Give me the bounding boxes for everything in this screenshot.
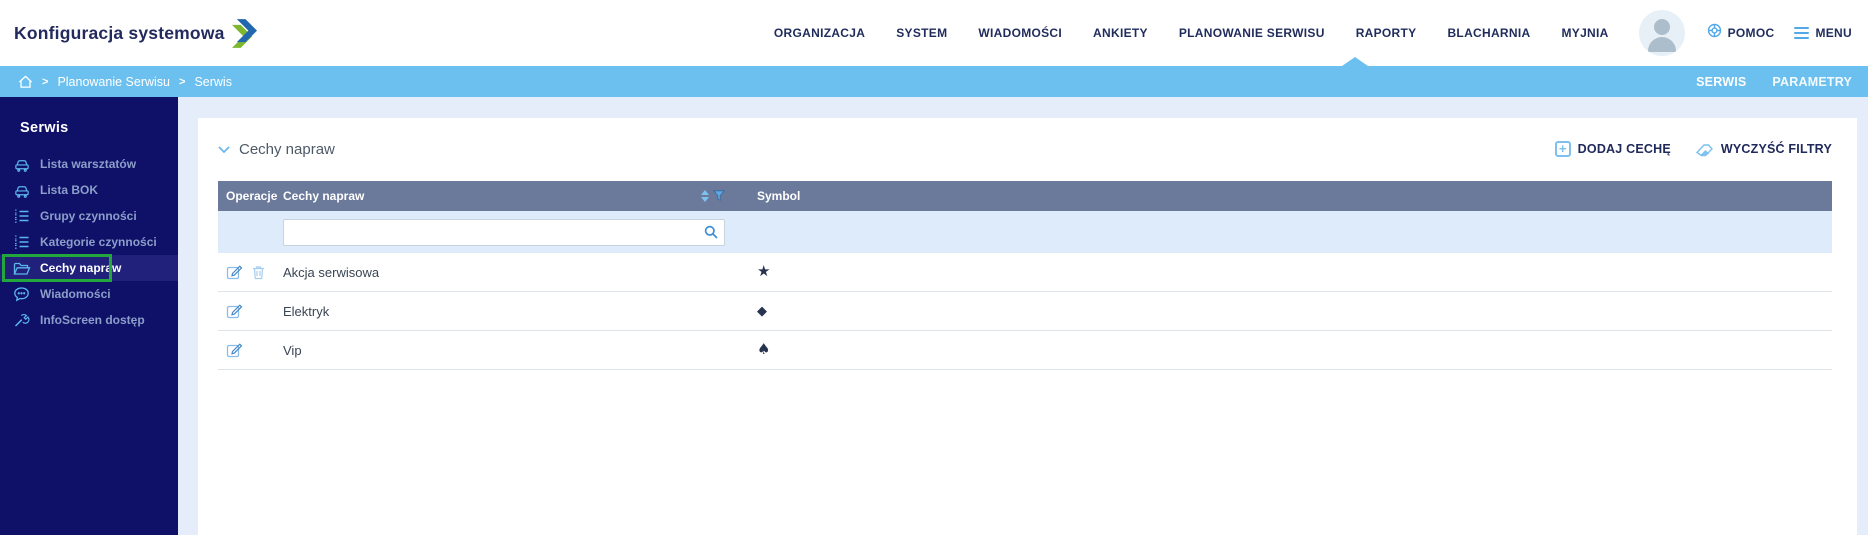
app-header: Konfiguracja systemowa ORGANIZACJA SYSTE… (0, 0, 1868, 66)
sidebar-title: Serwis (20, 120, 69, 136)
clear-filters-button[interactable]: WYCZYŚĆ FILTRY (1695, 142, 1832, 157)
nav-item-planowanie-serwisu[interactable]: PLANOWANIE SERWISU (1178, 26, 1325, 40)
add-feature-button[interactable]: + DODAJ CECHĘ (1554, 141, 1671, 157)
nav-item-ankiety[interactable]: ANKIETY (1093, 26, 1148, 40)
nav-item-organizacja[interactable]: ORGANIZACJA (773, 26, 866, 40)
feature-name: Elektryk (283, 303, 330, 319)
content-area: Cechy napraw + DODAJ CECHĘ (178, 97, 1868, 535)
sort-icon[interactable] (701, 190, 709, 202)
breadcrumb-tabs: SERWIS PARAMETRY (1696, 75, 1852, 89)
section-title: Cechy napraw (239, 140, 335, 158)
sidebar-item-infoscreen-dostep[interactable]: InfoScreen dostęp (0, 307, 178, 333)
active-nav-caret (1342, 57, 1368, 66)
chevron-down-icon (218, 145, 230, 154)
feature-name: Vip (283, 342, 302, 358)
sidebar-item-label: Grupy czynności (40, 209, 137, 223)
breadcrumb-bar: > Planowanie Serwisu > Serwis SERWIS PAR… (0, 57, 1868, 97)
section-collapse-toggle[interactable]: Cechy napraw (218, 141, 335, 158)
breadcrumb-separator: > (179, 75, 186, 88)
delete-icon[interactable] (252, 265, 265, 280)
section-header-row: Cechy napraw + DODAJ CECHĘ (218, 135, 1832, 163)
sidebar-item-wiadomosci[interactable]: Wiadomości (0, 281, 178, 307)
nav-item-myjnia[interactable]: MYJNIA (1561, 26, 1609, 40)
sidebar-item-label: Lista BOK (40, 183, 99, 197)
content-card: Cechy napraw + DODAJ CECHĘ (198, 118, 1857, 535)
home-icon[interactable] (18, 75, 33, 89)
nav-item-wiadomosci[interactable]: WIADOMOŚCI (978, 26, 1063, 40)
menu-button[interactable]: MENU (1794, 26, 1852, 40)
breadcrumb-item-planowanie-serwisu[interactable]: Planowanie Serwisu (57, 74, 170, 89)
table-header-row: Operacje Cechy napraw Symbol (218, 181, 1832, 211)
sidebar-item-grupy-czynnosci[interactable]: Grupy czynności (0, 203, 178, 229)
folder-open-icon (12, 261, 31, 276)
nav-item-raporty[interactable]: RAPORTY (1355, 26, 1417, 40)
sidebar-item-label: InfoScreen dostęp (40, 313, 145, 327)
eraser-icon (1695, 142, 1714, 157)
table-row: Vip ♠ (218, 331, 1832, 370)
sidebar-item-kategorie-czynnosci[interactable]: Kategorie czynności (0, 229, 178, 255)
avatar-person-icon (1653, 19, 1670, 35)
help-label: POMOC (1727, 26, 1775, 40)
tab-parametry[interactable]: PARAMETRY (1772, 74, 1852, 89)
sidebar-item-lista-warsztatow[interactable]: Lista warsztatów (0, 151, 178, 177)
app-title: Konfiguracja systemowa (14, 22, 225, 43)
filter-funnel-icon[interactable] (713, 190, 725, 202)
section-actions: + DODAJ CECHĘ WYCZYŚĆ FILTRY (1554, 141, 1832, 157)
sidebar-item-label: Wiadomości (40, 287, 111, 301)
nav-item-blacharnia[interactable]: BLACHARNIA (1447, 26, 1531, 40)
column-header-operations: Operacje (226, 189, 278, 203)
car-icon (12, 156, 31, 172)
tab-serwis[interactable]: SERWIS (1696, 74, 1747, 89)
numbered-list-icon (12, 208, 31, 224)
plus-square-icon: + (1554, 141, 1571, 157)
search-icon[interactable] (704, 225, 718, 239)
star-icon: ★ (757, 262, 771, 280)
spade-icon: ♠ (757, 340, 771, 358)
repair-features-table: Operacje Cechy napraw Symbol (218, 181, 1832, 370)
chat-icon (12, 286, 31, 302)
user-avatar[interactable] (1638, 10, 1685, 56)
sidebar: Serwis Lista warsztatów Lista BOK (0, 97, 178, 535)
clear-filters-label: WYCZYŚĆ FILTRY (1720, 142, 1832, 156)
numbered-list-icon (12, 234, 31, 250)
breadcrumb: > Planowanie Serwisu > Serwis (18, 75, 232, 89)
table-row: Elektryk ◆ (218, 292, 1832, 331)
table-filter-row (218, 211, 1832, 253)
edit-icon[interactable] (226, 264, 243, 280)
edit-icon[interactable] (226, 342, 243, 358)
column-header-name: Cechy napraw (283, 189, 737, 203)
column-header-symbol: Symbol (757, 189, 801, 203)
edit-icon[interactable] (226, 303, 243, 319)
sidebar-item-label: Lista warsztatów (40, 157, 137, 171)
breadcrumb-separator: > (42, 75, 49, 88)
breadcrumb-item-serwis[interactable]: Serwis (194, 74, 232, 89)
sidebar-item-label: Kategorie czynności (40, 235, 157, 249)
help-globe-icon (1707, 23, 1722, 43)
help-button[interactable]: POMOC (1707, 23, 1775, 43)
diamond-icon: ◆ (757, 304, 767, 319)
feature-name: Akcja serwisowa (283, 264, 380, 280)
logo-chevron-icon (231, 18, 257, 48)
table-row: Akcja serwisowa ★ (218, 253, 1832, 292)
name-filter-input[interactable] (283, 218, 725, 246)
sidebar-item-label: Cechy napraw (40, 261, 122, 275)
nav-item-system[interactable]: SYSTEM (896, 26, 948, 40)
menu-label: MENU (1815, 26, 1852, 40)
car-icon (12, 182, 31, 198)
top-nav: ORGANIZACJA SYSTEM WIADOMOŚCI ANKIETY PL… (774, 26, 1609, 40)
hamburger-icon (1794, 27, 1810, 39)
add-feature-label: DODAJ CECHĘ (1577, 142, 1671, 156)
wrench-icon (12, 312, 31, 328)
sidebar-item-cechy-napraw[interactable]: Cechy napraw (0, 254, 178, 282)
sidebar-item-lista-bok[interactable]: Lista BOK (0, 177, 178, 203)
app-logo: Konfiguracja systemowa (14, 18, 257, 48)
